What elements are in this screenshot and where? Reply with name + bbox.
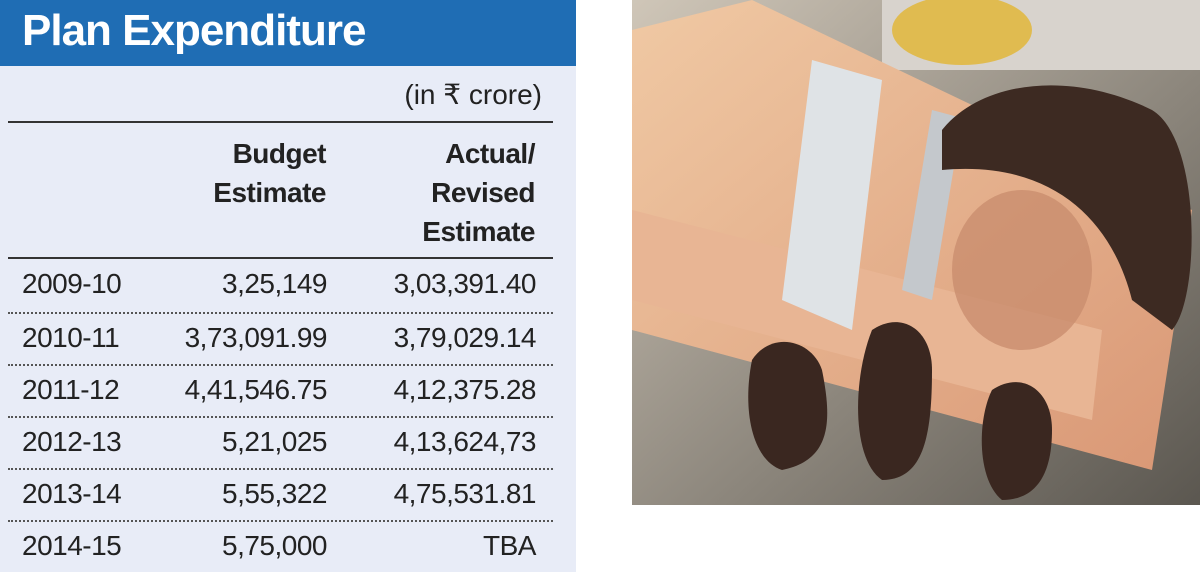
header-line: Budget [232, 138, 327, 169]
rule [8, 121, 553, 123]
table-panel: Plan Expenditure (in ₹ crore) Budget Esti… [0, 0, 576, 572]
value-cell: 3,73,091.99 [184, 322, 328, 353]
column-header: Actual/Revised Estimate [422, 134, 535, 251]
year-cell: 2010-11 [22, 322, 120, 353]
table-row: 2010-11 3,73,091.99 3,79,029.14 [8, 312, 553, 366]
value-cell: 3,79,029.14 [393, 322, 537, 353]
title-bar: Plan Expenditure [0, 0, 576, 66]
photo-illustration [632, 0, 1200, 505]
value-cell: 4,41,546.75 [184, 374, 328, 405]
value-cell: 5,55,322 [222, 478, 328, 509]
value-cell: 4,13,624,73 [393, 426, 537, 457]
column-header: Budget Estimate [213, 134, 326, 212]
year-cell: 2013-14 [22, 478, 122, 509]
year-cell: 2014-15 [22, 530, 122, 561]
table-row: 2011-12 4,41,546.75 4,12,375.28 [8, 364, 553, 418]
year-cell: 2011-12 [22, 374, 120, 405]
year-cell: 2012-13 [22, 426, 122, 457]
value-cell: 5,75,000 [222, 530, 328, 561]
value-cell: 4,12,375.28 [393, 374, 537, 405]
header-line: Estimate [213, 177, 326, 208]
year-cell: 2009-10 [22, 268, 122, 299]
value-cell: 5,21,025 [222, 426, 328, 457]
table-row: 2012-13 5,21,025 4,13,624,73 [8, 416, 553, 470]
value-cell: 4,75,531.81 [393, 478, 537, 509]
header-line: Estimate [422, 216, 535, 247]
photo [632, 0, 1200, 505]
unit-note: (in ₹ crore) [404, 79, 542, 110]
header-line: Revised [431, 177, 535, 208]
table-row: 2014-15 5,75,000 TBA [8, 520, 553, 574]
header-line: Actual/ [445, 138, 535, 169]
rule [8, 257, 553, 259]
value-cell: 3,03,391.40 [393, 268, 537, 299]
table-row: 2009-10 3,25,149 3,03,391.40 [8, 260, 553, 312]
value-cell: 3,25,149 [222, 268, 328, 299]
table-row: 2013-14 5,55,322 4,75,531.81 [8, 468, 553, 522]
value-cell: TBA [483, 530, 536, 561]
title: Plan Expenditure [22, 6, 366, 55]
